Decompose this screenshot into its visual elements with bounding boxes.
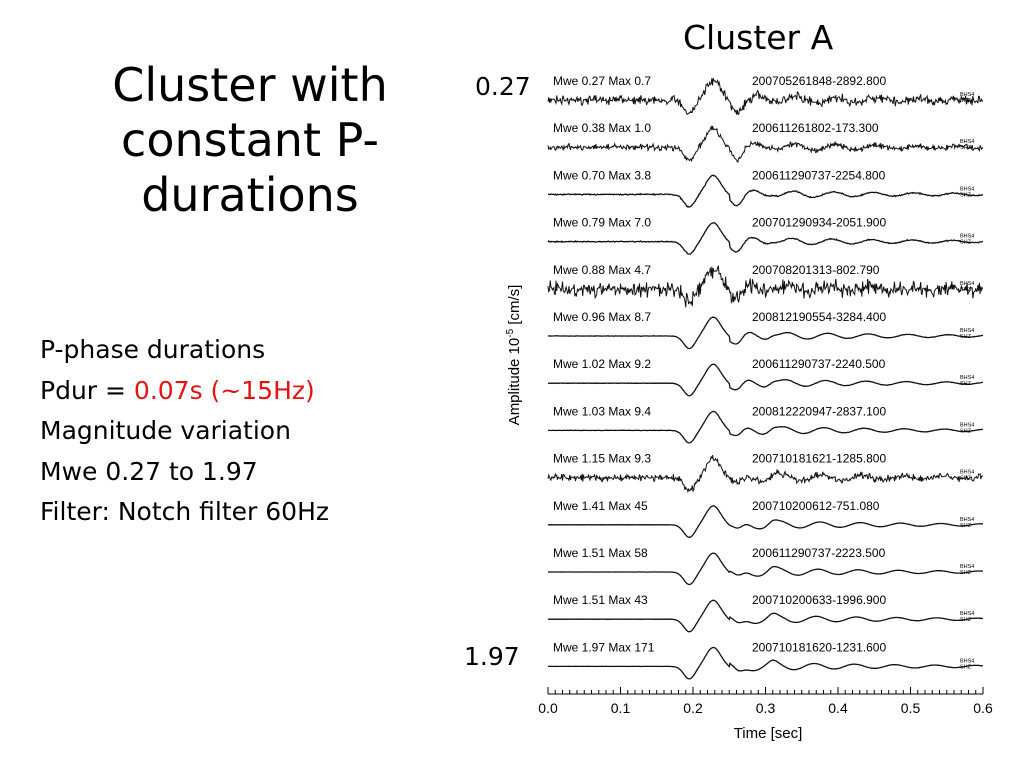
trace-line <box>547 264 984 308</box>
trace-event-id: 200611290737-2223.500 <box>752 546 886 560</box>
trace-line <box>547 78 984 116</box>
trace-label: Mwe 0.38 Max 1.0 <box>553 121 651 135</box>
bullet-list: P-phase durations Pdur = 0.07s (~15Hz) M… <box>40 330 329 533</box>
channel-label: SHZ <box>960 287 972 293</box>
pdur-prefix: Pdur = <box>40 375 134 405</box>
channel-label: SHZ <box>960 617 972 623</box>
channel-label: SHZ <box>960 476 972 482</box>
trace-line <box>547 316 984 350</box>
channel-label: SHZ <box>960 381 972 387</box>
trace-event-id: 200812220947-2837.100 <box>752 404 886 418</box>
trace-label: Mwe 0.88 Max 4.7 <box>553 263 651 277</box>
y-axis-title: Amplitude 10-5 [cm/s] <box>505 285 523 426</box>
trace-event-id: 200705261848-2892.800 <box>752 74 886 88</box>
channel-label: SHZ <box>960 523 972 529</box>
trace-event-id: 200812190554-3284.400 <box>752 310 886 324</box>
channel-label: SHZ <box>960 664 972 670</box>
channel-label: SHZ <box>960 570 972 576</box>
trace-label: Mwe 1.51 Max 43 <box>553 593 648 607</box>
x-tick-label: 0.2 <box>683 700 703 716</box>
cluster-label: Cluster A <box>683 18 834 57</box>
x-tick-label: 0.1 <box>611 700 631 716</box>
channel-label: SHZ <box>960 334 972 340</box>
x-tick-label: 0.6 <box>973 700 993 716</box>
channel-label: SHZ <box>960 98 972 104</box>
trace-event-id: 200710181621-1285.800 <box>752 452 886 466</box>
x-axis: 0.0 0.1 0.2 0.3 0.4 0.5 0.6 <box>538 687 993 716</box>
bullet-magnitude-variation: Magnitude variation <box>40 416 291 445</box>
magnitude-bottom-label: 1.97 <box>464 642 520 671</box>
trace-event-id: 200708201313-802.790 <box>752 263 880 277</box>
channel-label: SHZ <box>960 145 972 151</box>
x-axis-title: Time [sec] <box>734 725 803 742</box>
x-tick-label: 0.5 <box>901 700 921 716</box>
channel-label: BHS4 <box>960 139 974 145</box>
trace-label: Mwe 0.27 Max 0.7 <box>553 74 651 88</box>
channel-label: BHS4 <box>960 422 974 428</box>
trace-event-id: 200611290737-2254.800 <box>752 168 886 182</box>
channel-label: BHS4 <box>960 234 974 240</box>
x-tick-label: 0.4 <box>828 700 848 716</box>
trace-label: Mwe 1.03 Max 9.4 <box>553 404 651 418</box>
slide-title: Cluster with constant P-durations <box>112 58 388 223</box>
channel-label: BHS4 <box>960 470 974 476</box>
pdur-value: 0.07s (~15Hz) <box>133 375 315 405</box>
bullet-pdur: Pdur = 0.07s (~15Hz) <box>40 371 329 412</box>
channel-label: SHZ <box>960 192 972 198</box>
trace-line <box>547 505 983 538</box>
channel-label: SHZ <box>960 428 972 434</box>
channel-label: BHS4 <box>960 92 974 98</box>
channel-label: BHS4 <box>960 375 974 381</box>
trace-label: Mwe 1.97 Max 171 <box>553 640 655 654</box>
trace-event-id: 200611261802-173.300 <box>752 121 879 135</box>
channel-label: BHS4 <box>960 186 974 192</box>
trace-line <box>547 174 983 208</box>
trace-label: Mwe 0.70 Max 3.8 <box>553 168 651 182</box>
trace-line <box>548 410 983 444</box>
channel-label: BHS4 <box>960 281 974 287</box>
trace-line <box>547 599 983 633</box>
trace-label: Mwe 0.79 Max 7.0 <box>553 216 651 230</box>
trace-label: Mwe 1.15 Max 9.3 <box>553 452 651 466</box>
trace-line <box>547 124 984 163</box>
trace-event-id: 200710181620-1231.600 <box>752 640 886 654</box>
trace-line <box>548 552 984 586</box>
bullet-p-phase: P-phase durations <box>40 335 266 364</box>
bullet-mwe-range: Mwe 0.27 to 1.97 <box>40 456 258 486</box>
trace-line <box>547 455 984 494</box>
trace-label: Mwe 1.41 Max 45 <box>553 499 648 513</box>
trace-line <box>548 646 984 680</box>
trace-event-id: 200611290737-2240.500 <box>752 357 886 371</box>
trace-event-id: 200710200612-751.080 <box>752 499 880 513</box>
trace-event-id: 200710200633-1996.900 <box>752 593 886 607</box>
channel-label: BHS4 <box>960 658 974 664</box>
x-tick-label: 0.3 <box>756 700 776 716</box>
channel-label: BHS4 <box>960 611 974 617</box>
magnitude-top-label: 0.27 <box>475 72 531 101</box>
channel-label: BHS4 <box>960 517 974 523</box>
channel-label: BHS4 <box>960 328 974 334</box>
trace-group: Mwe 0.27 Max 0.7 200705261848-2892.800 BHS… <box>547 74 984 680</box>
channel-label: BHS4 <box>960 564 974 570</box>
trace-label: Mwe 0.96 Max 8.7 <box>553 310 651 324</box>
bullet-filter: Filter: Notch filter 60Hz <box>40 497 330 526</box>
trace-line <box>547 363 983 397</box>
channel-label: SHZ <box>960 240 972 246</box>
trace-line <box>547 221 984 255</box>
trace-label: Mwe 1.51 Max 58 <box>553 546 648 560</box>
trace-label: Mwe 1.02 Max 9.2 <box>553 357 651 371</box>
x-tick-label: 0.0 <box>538 700 558 716</box>
trace-event-id: 200701290934-2051.900 <box>752 216 886 230</box>
